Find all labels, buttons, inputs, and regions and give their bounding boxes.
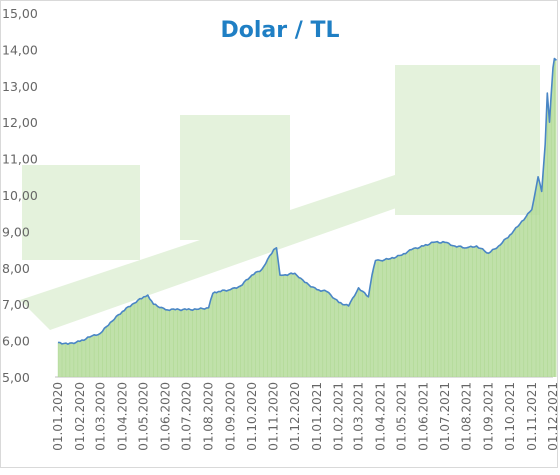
x-tick-label: 01.02.2021	[332, 382, 346, 451]
series-area	[58, 58, 557, 377]
x-tick-label: 01.01.2021	[310, 382, 324, 451]
x-tick-label: 01.03.2020	[93, 382, 107, 451]
y-tick-label: 12,00	[2, 115, 38, 130]
y-tick-label: 15,00	[2, 6, 38, 21]
y-tick-label: 8,00	[2, 261, 30, 276]
y-tick-label: 6,00	[2, 334, 30, 349]
y-tick-label: 10,00	[2, 188, 38, 203]
series-line	[57, 57, 558, 345]
x-tick-label: 01.12.2021	[546, 382, 560, 451]
x-tick-label: 01.12.2020	[288, 382, 302, 451]
y-tick-label: 5,00	[2, 370, 30, 385]
x-tick-label: 01.04.2021	[374, 382, 388, 451]
x-tick-label: 01.10.2020	[245, 382, 259, 451]
y-tick-label: 13,00	[2, 79, 38, 94]
x-tick-label: 01.11.2021	[525, 382, 539, 451]
x-tick-label: 01.03.2021	[352, 382, 366, 451]
y-tick-label: 7,00	[2, 297, 30, 312]
x-tick-label: 01.05.2021	[395, 382, 409, 451]
x-tick-label: 01.05.2020	[137, 382, 151, 451]
x-tick-label: 01.02.2020	[73, 382, 87, 451]
x-tick-label: 01.07.2020	[180, 382, 194, 451]
x-tick-label: 01.11.2020	[267, 382, 281, 451]
x-tick-label: 01.08.2021	[460, 382, 474, 451]
x-tick-label: 01.09.2021	[482, 382, 496, 451]
x-tick-label: 01.04.2020	[115, 382, 129, 451]
x-tick-label: 01.08.2020	[202, 382, 216, 451]
x-tick-label: 01.10.2021	[503, 382, 517, 451]
x-tick-label: 01.06.2021	[417, 382, 431, 451]
x-tick-label: 01.07.2021	[438, 382, 452, 451]
y-tick-label: 14,00	[2, 42, 38, 57]
x-tick-label: 01.09.2020	[224, 382, 238, 451]
y-tick-label: 11,00	[2, 152, 38, 167]
x-tick-label: 01.06.2020	[159, 382, 173, 451]
watermark-logo	[20, 65, 540, 330]
x-tick-label: 01.01.2020	[51, 382, 65, 451]
y-tick-label: 9,00	[2, 224, 30, 239]
